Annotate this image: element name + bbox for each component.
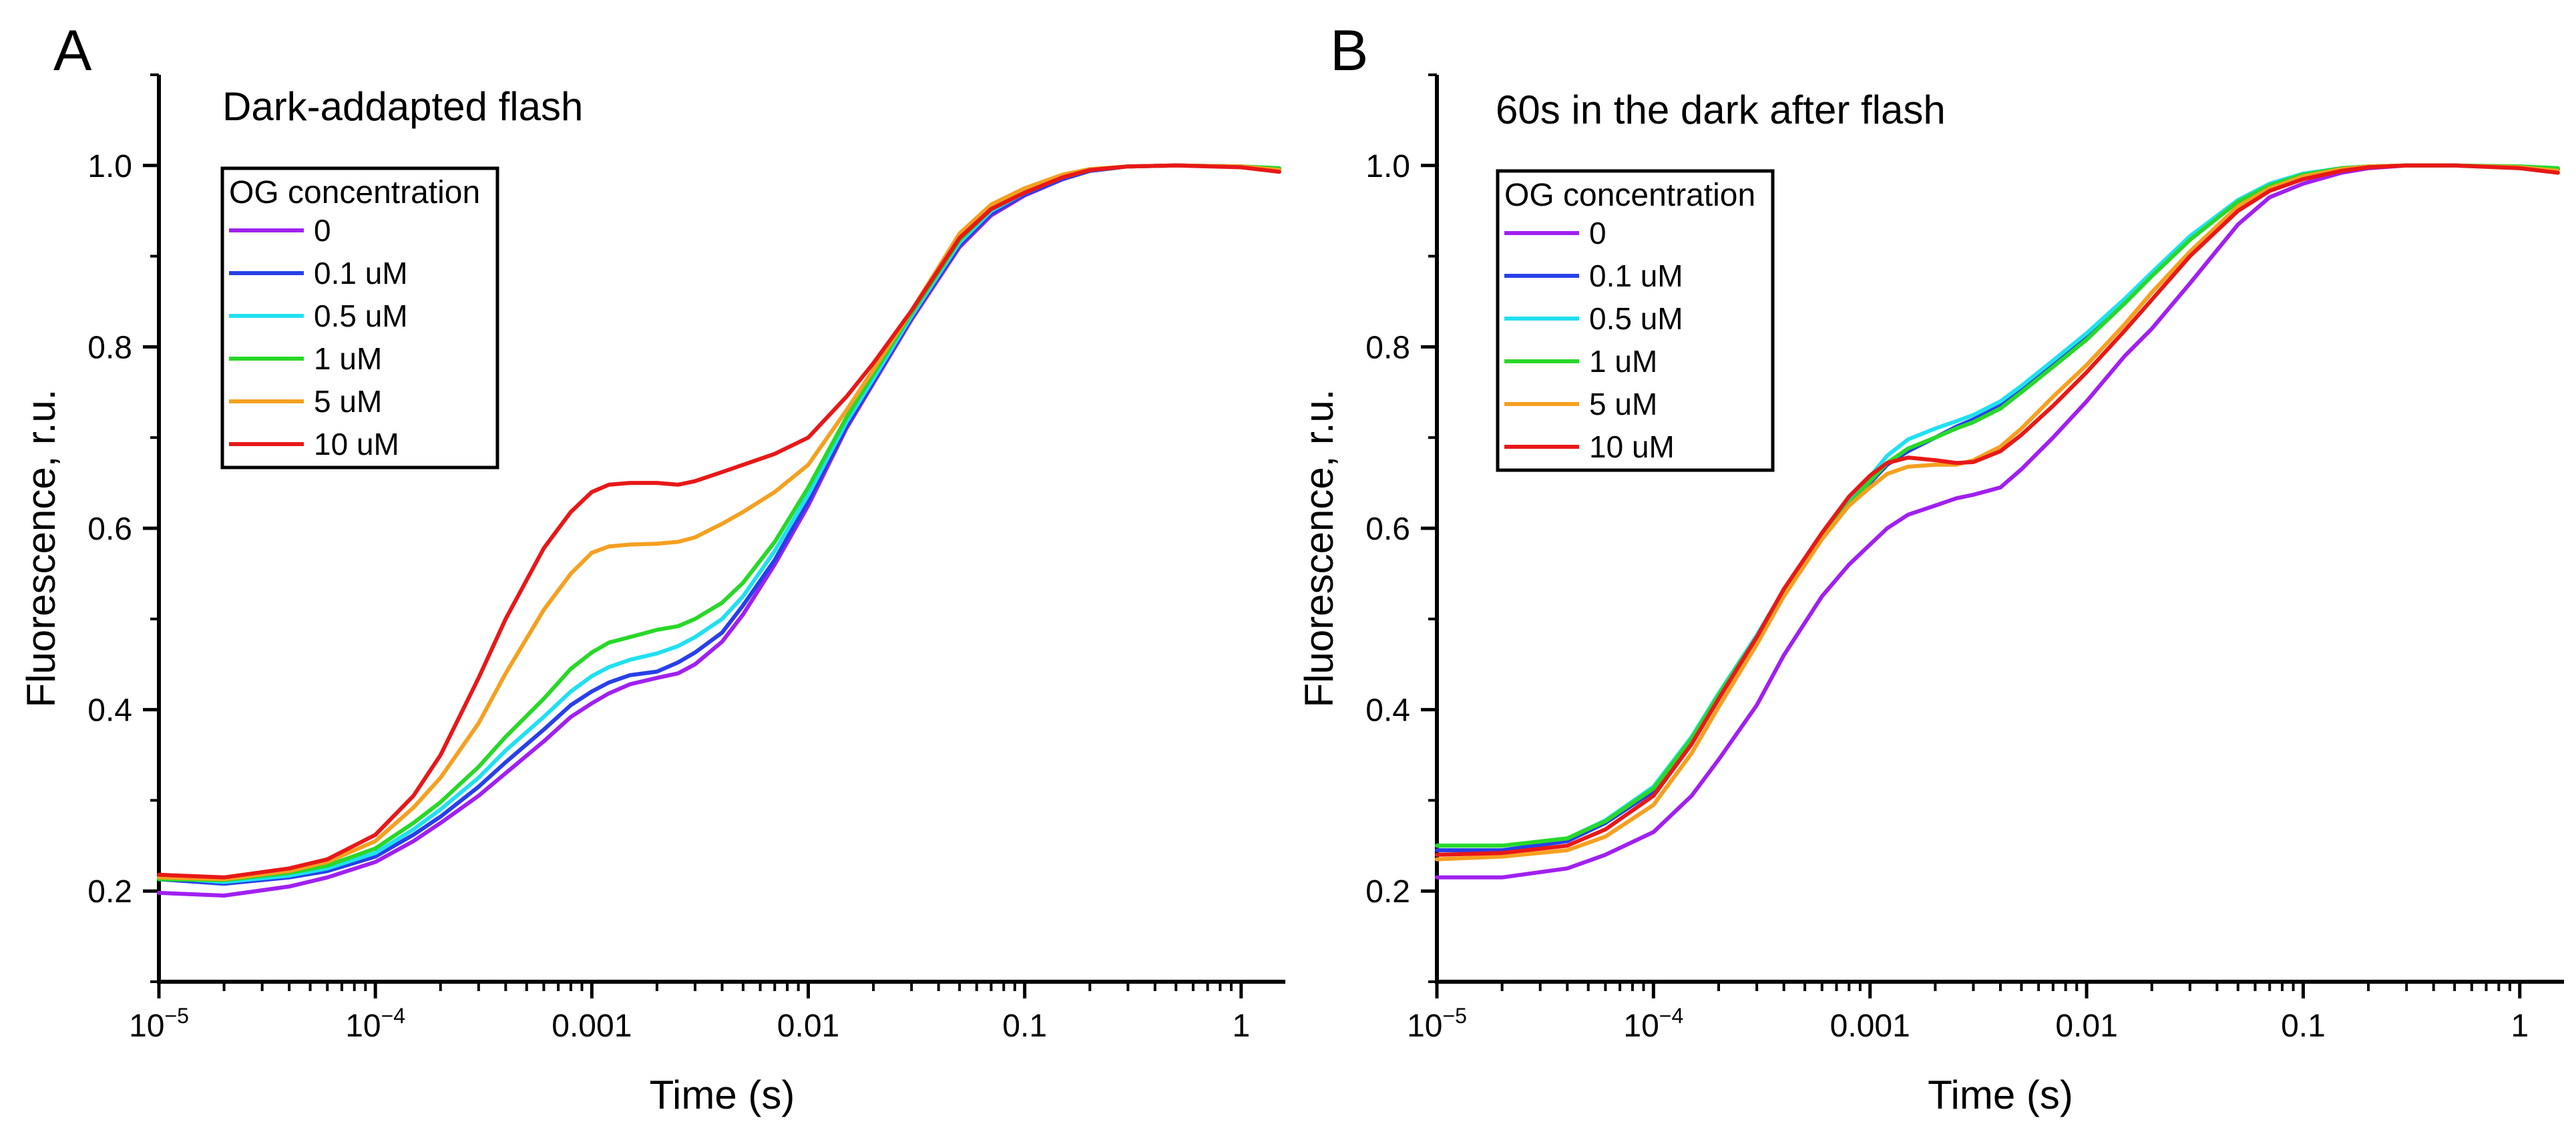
- legend-entry: 5 uM: [1589, 387, 1657, 421]
- x-tick-label: 10−4: [1623, 1004, 1683, 1044]
- x-tick-label: 0.01: [777, 1008, 839, 1044]
- x-tick-label: 0.1: [2281, 1008, 2326, 1044]
- x-tick-label: 1: [1232, 1008, 1250, 1044]
- legend-title: OG concentration: [1504, 178, 1755, 213]
- x-tick-label: 0.001: [552, 1008, 632, 1044]
- legend-entry: 5 uM: [314, 384, 382, 419]
- y-tick-label: 0.4: [1365, 693, 1410, 729]
- legend-entry: 0.5 uM: [1589, 301, 1683, 336]
- legend-entry: 0.1 uM: [314, 256, 408, 291]
- legend-entry: 0: [1589, 216, 1606, 250]
- y-axis-label: Fluorescence, r.u.: [1297, 389, 1341, 708]
- panel-letter: A: [53, 19, 92, 83]
- legend-entry: 0.1 uM: [1589, 258, 1683, 293]
- legend-entry: 1 uM: [314, 341, 382, 376]
- y-tick-label: 0.6: [1365, 512, 1410, 547]
- legend-entry: 10 uM: [1589, 429, 1675, 464]
- x-tick-label: 10−5: [1407, 1004, 1467, 1044]
- series-line-0: [1435, 163, 2560, 880]
- x-tick-label: 1: [2511, 1008, 2529, 1044]
- x-axis-label: Time (s): [650, 1073, 795, 1117]
- series-line-10-uM: [157, 163, 1281, 880]
- y-tick-label: 0.2: [1365, 874, 1410, 910]
- legend-entry: 10 uM: [314, 427, 399, 461]
- y-tick-label: 0.4: [87, 693, 132, 729]
- y-tick-label: 0.6: [87, 512, 132, 547]
- x-tick-label: 10−5: [129, 1004, 189, 1044]
- x-tick-label: 0.001: [1830, 1008, 1910, 1044]
- chart-title: 60s in the dark after flash: [1496, 87, 1946, 132]
- legend-entry: 1 uM: [1589, 344, 1657, 379]
- panel-letter: B: [1330, 19, 1368, 83]
- y-tick-label: 1.0: [87, 149, 132, 184]
- x-tick-label: 0.1: [1002, 1008, 1047, 1044]
- y-tick-label: 0.2: [87, 874, 132, 910]
- legend-title: OG concentration: [229, 175, 480, 210]
- series-line-10-uM: [1435, 163, 2560, 857]
- panel-a: 0.2 0.4 0.6 0.8 1.0 10−5 10−4 0.001 0.01 0.1 1 Time…: [19, 19, 1285, 1117]
- y-axis-label: Fluorescence, r.u.: [19, 389, 63, 708]
- series-line-5-uM: [157, 163, 1281, 882]
- x-axis-label: Time (s): [1928, 1073, 2073, 1117]
- legend-entry: 0: [314, 213, 331, 248]
- y-tick-label: 0.8: [1365, 330, 1410, 365]
- y-tick-label: 0.8: [87, 330, 132, 365]
- chart-title: Dark-addapted flash: [222, 84, 583, 129]
- x-tick-label: 10−4: [345, 1004, 405, 1044]
- legend-entry: 0.5 uM: [314, 299, 408, 333]
- panel-b: 0.2 0.4 0.6 0.8 1.0 10−5 10−4 0.001 0.01 0.1 1 Time…: [1297, 19, 2564, 1117]
- y-tick-label: 1.0: [1365, 149, 1410, 184]
- x-tick-label: 0.01: [2055, 1008, 2117, 1044]
